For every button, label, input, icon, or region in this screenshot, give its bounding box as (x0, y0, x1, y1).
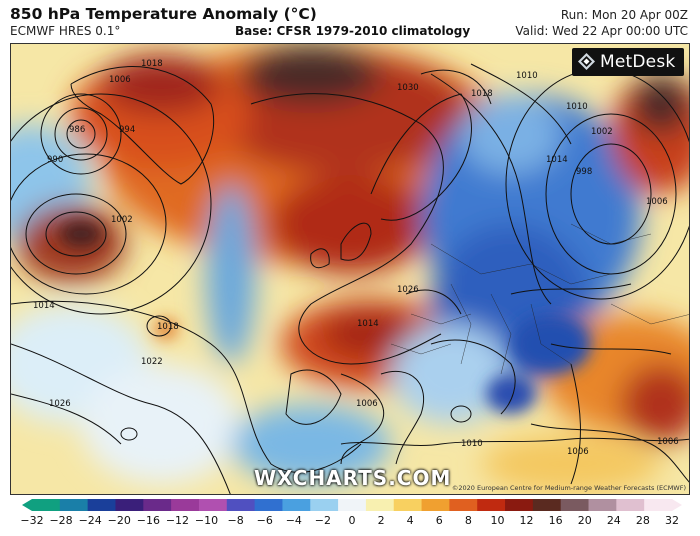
colorbar-segment (644, 499, 673, 511)
isobar-label: 1022 (141, 357, 163, 367)
colorbar-segment (143, 499, 172, 511)
isobar-label: 990 (47, 155, 63, 165)
isobar-label: 1006 (657, 437, 679, 447)
isobar-label: 1010 (566, 102, 588, 112)
colorbar-segment (87, 499, 116, 511)
colorbar-segment (393, 499, 423, 511)
colorbar-tick-label: −32 (20, 514, 44, 527)
isobar-label-group: 986 990 994 1006 1002 1014 1018 1018 102… (33, 59, 679, 457)
isobar-label: 986 (69, 125, 85, 135)
colorbar-segment (115, 499, 144, 511)
header-bar: 850 hPa Temperature Anomaly (°C) ECMWF H… (0, 0, 700, 44)
colorbar-tick-label: 8 (464, 514, 472, 527)
colorbar-segment (505, 499, 534, 511)
isobar-label: 1030 (397, 83, 419, 93)
isobar-label: 1010 (461, 439, 483, 449)
colorbar-tick-label: −6 (256, 514, 273, 527)
colorbar-tick-label: −8 (227, 514, 244, 527)
colorbar-tick-label: −28 (49, 514, 73, 527)
colorbar-segment (254, 499, 283, 511)
colorbar-segment (560, 499, 590, 511)
colorbar-tick-label: 28 (635, 514, 650, 527)
colorbar-tick-label: −12 (165, 514, 190, 527)
colorbar-tick-label: 16 (548, 514, 563, 527)
colorbar-segment (421, 499, 450, 511)
colorbar-tick-label: −4 (285, 514, 302, 527)
colorbar-ticks: −32 −28 −24 −20 −16 −12 −10 −8 −6 −4 −2 0 2 4 6 8 10 12 16… (20, 512, 682, 532)
isobar-label: 1018 (141, 59, 163, 69)
colorbar-arrow-left (22, 499, 32, 511)
isobar-label: 1018 (471, 89, 493, 99)
wxcharts-watermark: WXCHARTS.COM (254, 466, 452, 490)
colorbar-tick-label: −20 (107, 514, 131, 527)
ecmwf-credit: ©2020 European Centre for Medium-range W… (451, 484, 686, 492)
colorbar-tick-label: 24 (606, 514, 621, 527)
colorbar-segment (282, 499, 311, 511)
isobar-label: 1002 (591, 127, 613, 137)
isobar-label: 1014 (357, 319, 379, 329)
colorbar-tick-label: −16 (136, 514, 160, 527)
colorbar-segment (310, 499, 339, 511)
isobar-label: 1018 (157, 322, 179, 332)
map-canvas: 986 990 994 1006 1002 1014 1018 1018 102… (11, 44, 689, 494)
colorbar-tick-label: 10 (490, 514, 505, 527)
isobar-label: 1006 (646, 197, 668, 207)
colorbar-segment (449, 499, 478, 511)
colorbar-segment (198, 499, 228, 511)
colorbar-segment (477, 499, 506, 511)
isobar-label: 998 (576, 167, 592, 177)
isobar-label: 1006 (356, 399, 378, 409)
colorbar-tick-label: −10 (194, 514, 219, 527)
base-label: Base: CFSR 1979-2010 climatology (235, 24, 471, 38)
run-label: Run: Mon 20 Apr 00Z (560, 8, 688, 22)
colorbar-tick-label: 20 (577, 514, 592, 527)
model-label: ECMWF HRES 0.1° (10, 24, 121, 38)
anomaly-map: 986 990 994 1006 1002 1014 1018 1018 102… (10, 43, 690, 495)
colorbar-segment (171, 499, 200, 511)
metdesk-logo-icon (578, 53, 595, 70)
colorbar-segment (226, 499, 256, 511)
colorbar-segment (616, 499, 645, 511)
colorbar-segment (32, 499, 61, 511)
isobar-label: 1002 (111, 215, 133, 225)
coastlines (70, 66, 689, 465)
isobars (11, 63, 689, 494)
colorbar-tick-label: 0 (348, 514, 356, 527)
colorbar-segment (59, 499, 89, 511)
isobar-label: 1006 (567, 447, 589, 457)
isobar-label: 1026 (397, 285, 419, 295)
anomaly-field (11, 44, 689, 494)
colorbar-segment (338, 499, 367, 511)
colorbar-tick-label: −24 (78, 514, 102, 527)
colorbar-arrow-right (672, 499, 682, 511)
metdesk-logo: MetDesk (572, 48, 684, 76)
colorbar-tick-label: 4 (406, 514, 414, 527)
colorbar-tick-label: 6 (435, 514, 443, 527)
colorbar-tick-label: 12 (519, 514, 534, 527)
valid-label: Valid: Wed 22 Apr 00:00 UTC (515, 24, 688, 38)
colorbar-segment (588, 499, 617, 511)
metdesk-logo-text: MetDesk (600, 52, 676, 72)
colorbar-tick-label: 2 (377, 514, 385, 527)
colorbar (22, 499, 682, 511)
isobar-label: 1026 (49, 399, 71, 409)
colorbar-segment (532, 499, 562, 511)
colorbar-tick-label: −2 (314, 514, 332, 527)
isobar-label: 1010 (516, 71, 538, 81)
isobar-label: 994 (119, 125, 135, 135)
isobar-label: 1014 (33, 301, 55, 311)
colorbar-tick-label: 32 (665, 514, 679, 527)
map-title: 850 hPa Temperature Anomaly (°C) (10, 5, 317, 23)
colorbar-segment (365, 499, 395, 511)
isobar-label: 1014 (546, 155, 568, 165)
isobar-label: 1006 (109, 75, 131, 85)
